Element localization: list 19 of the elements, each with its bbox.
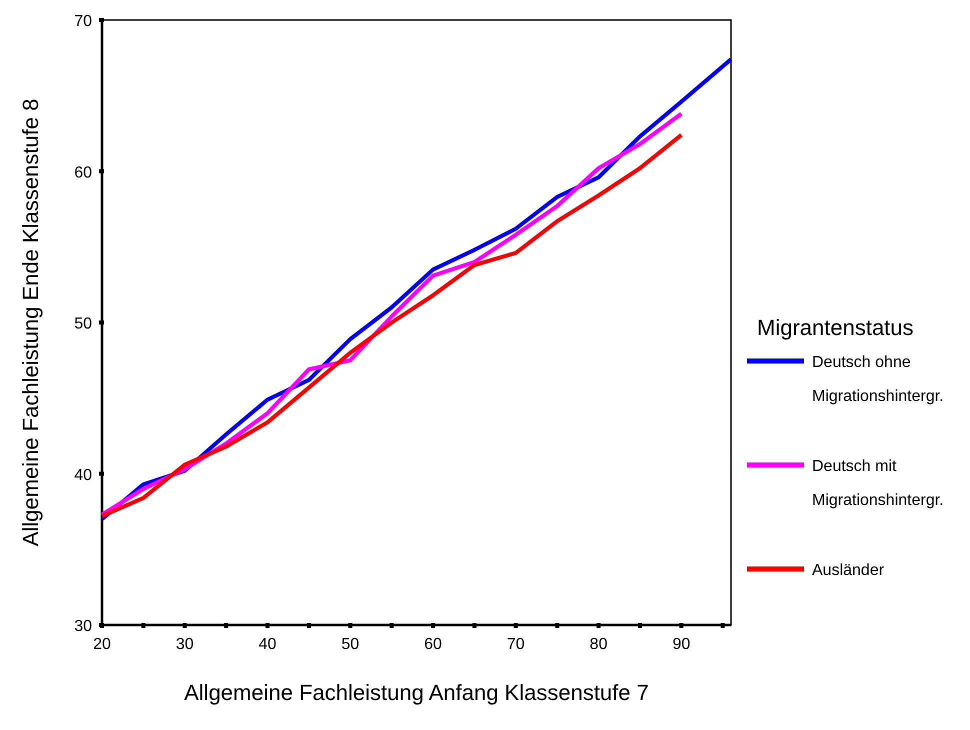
x-axis-title: Allgemeine Fachleistung Anfang Klassenstufe 7 [184,680,649,705]
x-tick-label: 40 [258,636,277,653]
legend-label: Deutsch mit Migrationshintergr. [812,458,944,509]
x-tick-label: 70 [506,636,525,653]
legend-title: Migrantenstatus [757,315,914,340]
x-tick-label: 50 [341,636,360,653]
y-axis-title: Allgemeine Fachleistung Ende Klassenstufe 8 [18,98,43,546]
x-tick-label: 80 [590,636,608,653]
y-tick-label: 60 [74,164,92,182]
y-tick-label: 50 [74,316,92,332]
legend-label: Deutsch ohne Migrationshintergr. [812,354,944,405]
x-tick-label: 20 [93,636,111,653]
y-tick-label: 30 [74,618,92,635]
x-tick-label: 60 [424,636,442,653]
x-tick-label: 90 [672,636,690,653]
x-tick-label: 30 [176,636,194,653]
legend-label: Ausländer [812,562,885,579]
y-tick-label: 70 [74,13,92,30]
y-tick-label: 40 [74,466,92,484]
